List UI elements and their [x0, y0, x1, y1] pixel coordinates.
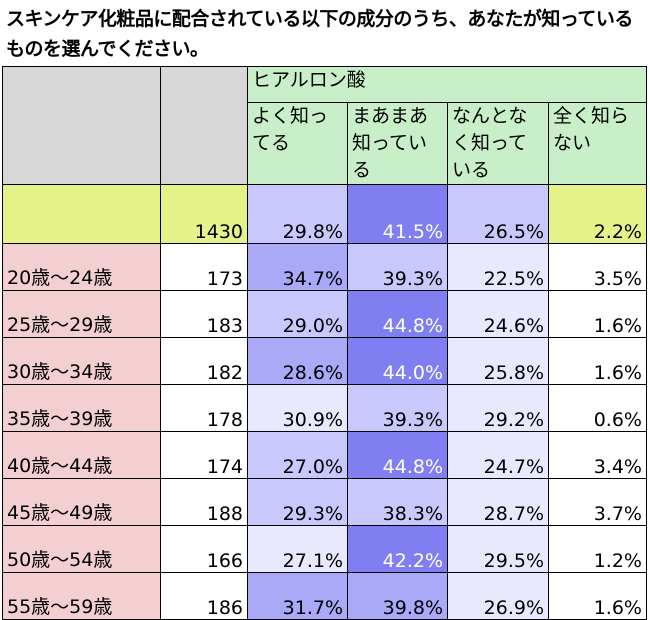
respondent-count: 166 [160, 525, 248, 573]
corner-cell [2, 66, 161, 185]
respondent-count: 186 [160, 572, 248, 620]
percentage-cell: 34.7% [247, 243, 348, 291]
column-header-vaguely-known: なんとなく知っている [447, 102, 549, 185]
table-row: 40歳～44歳 174 27.0% 44.8% 24.7% 3.4% [2, 431, 647, 479]
percentage-cell: 22.5% [447, 243, 549, 291]
percentage-cell: 39.3% [347, 243, 448, 291]
respondent-count: 188 [160, 478, 248, 526]
respondent-count: 173 [160, 243, 248, 291]
percentage-cell: 44.8% [347, 431, 448, 479]
age-group-label: 20歳～24歳 [2, 243, 161, 291]
percentage-cell: 29.5% [447, 525, 549, 573]
survey-table: ヒアルロン酸 よく知ってる まあまあ知っている なんとなく知っている 全く知らな… [2, 66, 647, 620]
table-row: 35歳～39歳 178 30.9% 39.3% 29.2% 0.6% [2, 384, 647, 432]
percentage-cell: 39.8% [347, 572, 448, 620]
respondent-count: 178 [160, 384, 248, 432]
percentage-cell: 44.0% [347, 337, 448, 385]
percentage-cell: 26.9% [447, 572, 549, 620]
column-header-not-known: 全く知らない [548, 102, 647, 185]
percentage-cell: 30.9% [247, 384, 348, 432]
table-row: 30歳～34歳 182 28.6% 44.0% 25.8% 1.6% [2, 337, 647, 385]
total-label-cell [2, 184, 161, 244]
question-title: スキンケア化粧品に配合されている以下の成分のうち、あなたが知っているものを選んで… [6, 8, 633, 60]
column-header-somewhat-known: まあまあ知っている [347, 102, 448, 185]
respondent-count: 182 [160, 337, 248, 385]
table-row: 55歳～59歳 186 31.7% 39.8% 26.9% 1.6% [2, 572, 647, 620]
percentage-cell: 1.6% [548, 572, 647, 620]
header-row-ingredient: ヒアルロン酸 [2, 66, 647, 185]
percentage-cell: 27.1% [247, 525, 348, 573]
total-value-cell: 41.5% [347, 184, 448, 244]
age-group-label: 40歳～44歳 [2, 431, 161, 479]
count-header-cell [160, 66, 248, 185]
percentage-cell: 29.2% [447, 384, 549, 432]
total-value-cell: 26.5% [447, 184, 549, 244]
percentage-cell: 24.7% [447, 431, 549, 479]
respondent-count: 174 [160, 431, 248, 479]
age-group-label: 30歳～34歳 [2, 337, 161, 385]
total-value-cell: 2.2% [548, 184, 647, 244]
table-row: 20歳～24歳 173 34.7% 39.3% 22.5% 3.5% [2, 243, 647, 291]
percentage-cell: 1.6% [548, 337, 647, 385]
percentage-cell: 29.3% [247, 478, 348, 526]
percentage-cell: 24.6% [447, 290, 549, 338]
percentage-cell: 39.3% [347, 384, 448, 432]
header-row-columns: よく知ってる まあまあ知っている なんとなく知っている 全く知らない [3, 102, 647, 185]
percentage-cell: 3.4% [548, 431, 647, 479]
percentage-cell: 0.6% [548, 384, 647, 432]
respondent-count: 183 [160, 290, 248, 338]
percentage-cell: 31.7% [247, 572, 348, 620]
percentage-cell: 1.6% [548, 290, 647, 338]
age-group-label: 35歳～39歳 [2, 384, 161, 432]
percentage-cell: 28.7% [447, 478, 549, 526]
age-group-label: 55歳～59歳 [2, 572, 161, 620]
percentage-cell: 3.7% [548, 478, 647, 526]
table-row: 50歳～54歳 166 27.1% 42.2% 29.5% 1.2% [2, 525, 647, 573]
percentage-cell: 44.8% [347, 290, 448, 338]
total-row: 1430 29.8% 41.5% 26.5% 2.2% [2, 184, 647, 244]
percentage-cell: 25.8% [447, 337, 549, 385]
percentage-cell: 42.2% [347, 525, 448, 573]
total-count-cell: 1430 [160, 184, 248, 244]
age-group-label: 45歳～49歳 [2, 478, 161, 526]
percentage-cell: 1.2% [548, 525, 647, 573]
percentage-cell: 27.0% [247, 431, 348, 479]
age-group-label: 50歳～54歳 [2, 525, 161, 573]
table-row: 25歳～29歳 183 29.0% 44.8% 24.6% 1.6% [2, 290, 647, 338]
age-group-label: 25歳～29歳 [2, 290, 161, 338]
column-header-well-known: よく知ってる [247, 102, 348, 185]
ingredient-header: ヒアルロン酸 [247, 66, 647, 103]
percentage-cell: 38.3% [347, 478, 448, 526]
percentage-cell: 3.5% [548, 243, 647, 291]
table-row: 45歳～49歳 188 29.3% 38.3% 28.7% 3.7% [2, 478, 647, 526]
percentage-cell: 28.6% [247, 337, 348, 385]
total-value-cell: 29.8% [247, 184, 348, 244]
percentage-cell: 29.0% [247, 290, 348, 338]
